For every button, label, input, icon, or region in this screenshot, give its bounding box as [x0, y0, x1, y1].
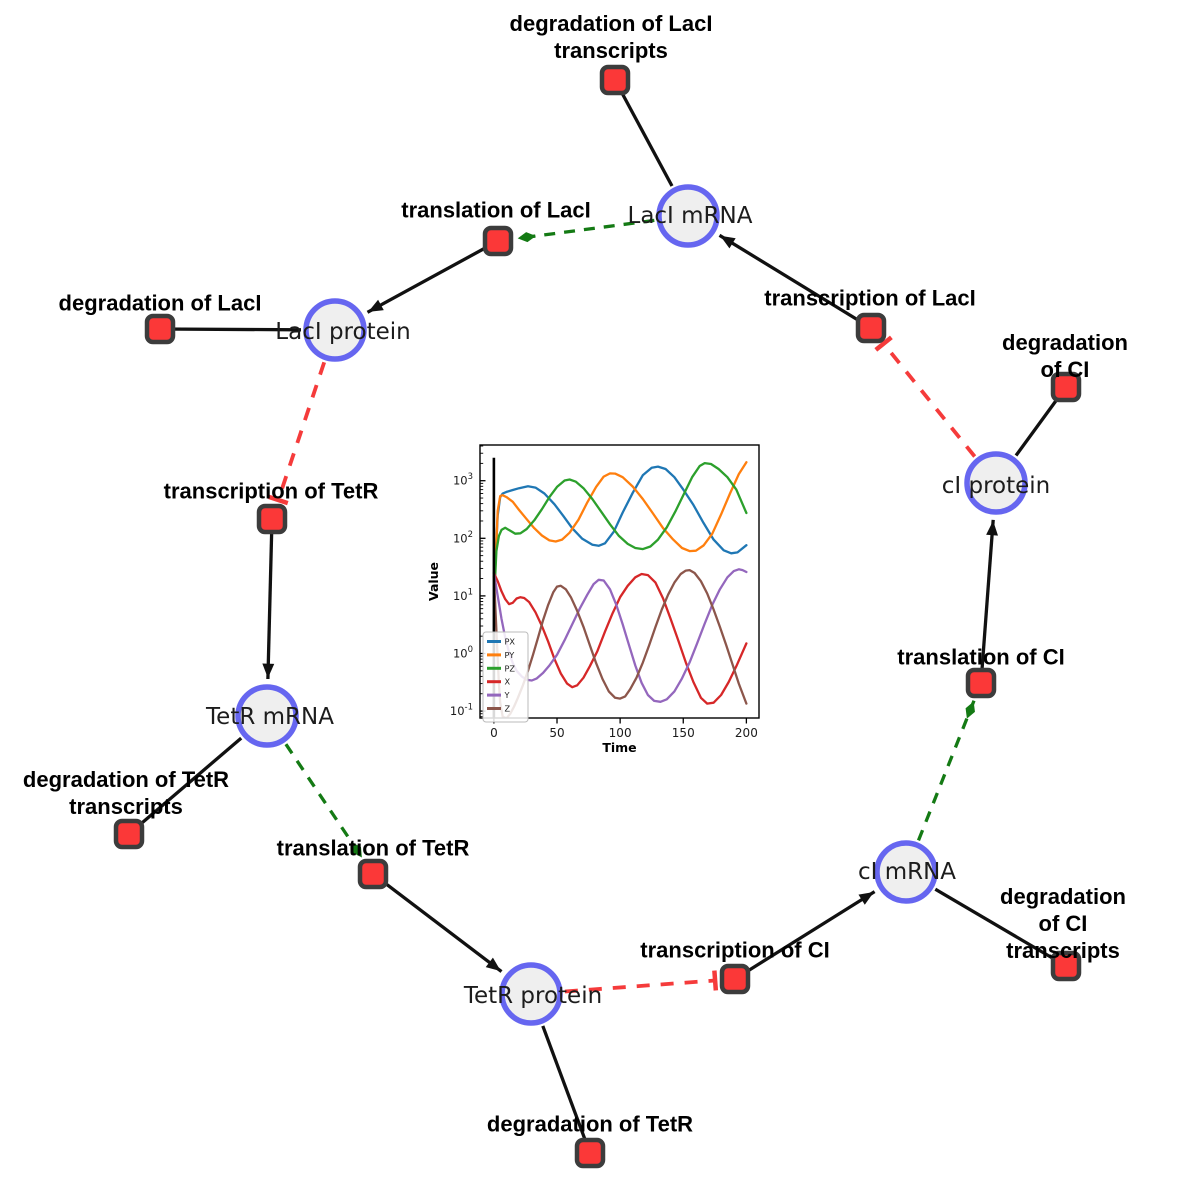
reaction-node-deg-laci-transcripts[interactable] — [599, 64, 631, 96]
edge-ci-mrna-to-deg-ci-transcripts — [934, 887, 1067, 968]
edge-laci-protein-to-degradation-laci — [159, 327, 302, 332]
edge-translation-tetr-to-tetr-protein — [372, 872, 503, 973]
svg-text:PZ: PZ — [505, 663, 516, 673]
series-Y — [492, 568, 748, 703]
svg-text:X: X — [505, 677, 511, 687]
svg-text:Y: Y — [504, 690, 511, 700]
species-node-laci-mrna[interactable] — [656, 184, 720, 248]
edge-translation-ci-to-ci-protein — [979, 519, 998, 684]
svg-text:100: 100 — [609, 726, 632, 740]
svg-text:150: 150 — [672, 726, 695, 740]
series-PZ — [493, 461, 748, 580]
edge-tetr-protein-inhibits-transcription-ci — [564, 970, 719, 994]
edge-tetr-mrna-to-deg-tetr-transcripts — [127, 736, 243, 836]
svg-text:10-1: 10-1 — [450, 703, 473, 719]
reaction-node-transcription-laci[interactable] — [855, 312, 887, 344]
reaction-node-deg-tetr-transcripts[interactable] — [113, 818, 145, 850]
y-axis-title: Value — [426, 562, 441, 601]
reaction-node-degradation-laci[interactable] — [144, 313, 176, 345]
svg-text:101: 101 — [453, 587, 473, 603]
series-Z — [492, 568, 748, 718]
species-node-ci-protein[interactable] — [964, 451, 1028, 515]
reaction-node-degradation-ci[interactable] — [1050, 371, 1082, 403]
chart-legend: PX PY PZ XYZ — [482, 631, 529, 723]
edge-laci-mrna-to-deg-laci-transcripts — [613, 79, 674, 187]
edge-laci-mrna-activates-translation-laci — [516, 218, 655, 243]
svg-text:PX: PX — [505, 637, 516, 647]
svg-text:0: 0 — [490, 726, 498, 740]
species-node-tetr-mrna[interactable] — [235, 684, 299, 748]
species-node-ci-mrna[interactable] — [874, 840, 938, 904]
edge-translation-laci-to-laci-protein — [366, 239, 499, 314]
svg-text:102: 102 — [453, 530, 473, 546]
reaction-node-transcription-ci[interactable] — [719, 963, 751, 995]
series-PY — [493, 461, 748, 575]
inset-chart: 10-1 100 101 102 103 0 50 100 150 200 PX PY PZ X Y Z Tim… — [423, 436, 773, 771]
edge-transcription-ci-to-ci-mrna — [734, 890, 876, 981]
edge-tetr-mrna-activates-translation-tetr — [284, 743, 364, 860]
reaction-node-translation-tetr[interactable] — [357, 858, 389, 890]
svg-text:100: 100 — [453, 645, 473, 661]
reaction-node-translation-ci[interactable] — [965, 667, 997, 699]
reaction-node-deg-ci-transcripts[interactable] — [1050, 950, 1082, 982]
species-node-tetr-protein[interactable] — [499, 962, 563, 1026]
series-PX — [493, 465, 748, 570]
edge-transcription-tetr-to-tetr-mrna — [262, 518, 275, 680]
reaction-node-degradation-tetr[interactable] — [574, 1137, 606, 1169]
svg-text:200: 200 — [735, 726, 758, 740]
edge-laci-protein-inhibits-transcription-tetr — [268, 361, 327, 506]
reaction-node-transcription-tetr[interactable] — [256, 503, 288, 535]
reaction-node-translation-laci[interactable] — [482, 225, 514, 257]
svg-text:103: 103 — [453, 472, 473, 488]
simulation-plot-svg: 10-1 100 101 102 103 0 50 100 150 200 PX PY PZ XYZ Tim… — [426, 444, 760, 755]
edge-transcription-laci-to-laci-mrna — [718, 233, 872, 330]
x-axis-title: Time — [602, 740, 636, 755]
edge-ci-mrna-activates-translation-ci — [916, 700, 976, 842]
species-node-laci-protein[interactable] — [303, 298, 367, 362]
svg-text:50: 50 — [549, 726, 564, 740]
svg-text:Z: Z — [505, 704, 511, 714]
series-X — [492, 571, 748, 705]
edge-tetr-protein-to-degradation-tetr — [541, 1025, 592, 1154]
edge-ci-protein-inhibits-transcription-laci — [874, 335, 977, 458]
svg-text:PY: PY — [505, 650, 516, 660]
